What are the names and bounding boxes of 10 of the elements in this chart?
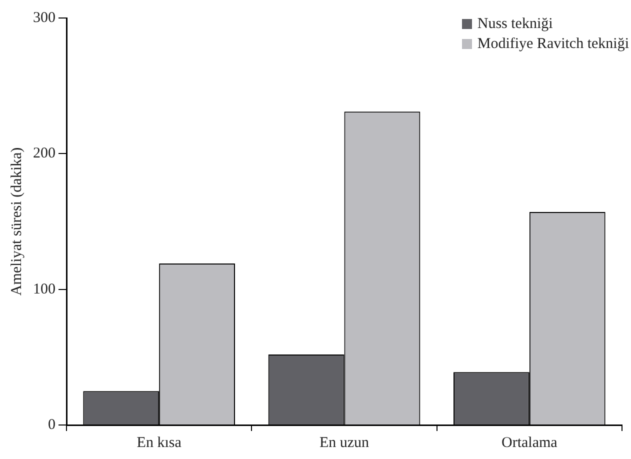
y-tick-label: 0 — [48, 416, 56, 433]
y-tick-label: 300 — [33, 10, 56, 26]
x-tick-label: En kısa — [136, 434, 182, 451]
y-tick-label: 100 — [33, 281, 56, 298]
x-tick-label: Ortalama — [502, 434, 558, 451]
y-tick-label: 200 — [33, 146, 56, 162]
legend-label: Modifiye Ravitch tekniği — [477, 36, 629, 52]
y-axis-title: Ameliyat süresi (dakika) — [8, 147, 25, 296]
legend-label: Nuss tekniği — [477, 16, 553, 32]
x-tick-label: En uzun — [319, 434, 370, 451]
